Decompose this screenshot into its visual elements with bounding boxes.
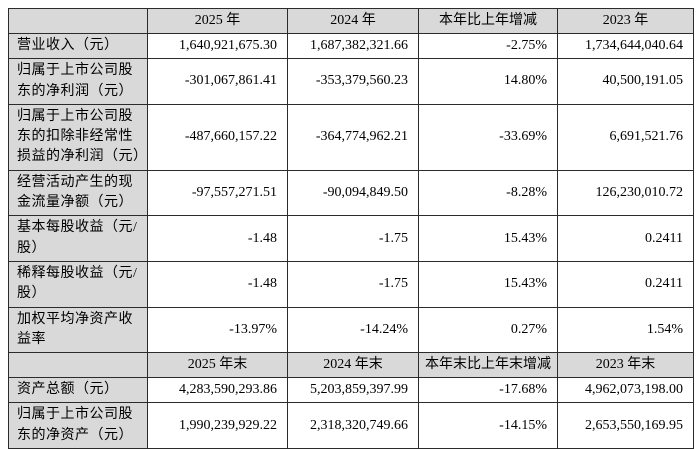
header-cell-blank — [8, 8, 148, 34]
value-2024: 1,687,382,321.66 — [287, 32, 419, 60]
financial-summary-table-container: 2025 年 2024 年 本年比上年增减 2023 年 营业收入（元） 1,6… — [8, 8, 694, 449]
value-2024: -1.75 — [287, 215, 419, 262]
row-label: 资产总额（元） — [8, 377, 148, 404]
value-change: -33.69% — [418, 103, 558, 171]
row-label: 加权平均净资产收益率 — [8, 306, 148, 354]
value-change: 15.43% — [418, 260, 558, 308]
value-2025: 4,283,590,293.86 — [147, 377, 288, 404]
value-2024: -90,094,849.50 — [287, 169, 419, 217]
value-2025: -13.97% — [147, 306, 288, 354]
period-end-header-row: 2025 年末 2024 年末 本年末比上年末增减 2023 年末 — [8, 352, 694, 379]
value-change: 14.80% — [418, 58, 558, 105]
table-row-revenue: 营业收入（元） 1,640,921,675.30 1,687,382,321.6… — [8, 32, 694, 60]
value-2025: -1.48 — [147, 260, 288, 308]
row-label: 经营活动产生的现金流量净额（元） — [8, 169, 148, 217]
value-2025: -1.48 — [147, 215, 288, 262]
header-cell-2024: 2024 年 — [287, 8, 419, 34]
header-cell-2025: 2025 年 — [147, 8, 288, 34]
header-cell-2023-end: 2023 年末 — [557, 352, 694, 379]
value-2023: 6,691,521.76 — [557, 103, 694, 171]
table-row-net-assets: 归属于上市公司股东的净资产（元） 1,990,239,929.22 2,318,… — [8, 402, 694, 449]
table-row-net-profit: 归属于上市公司股东的净利润（元） -301,067,861.41 -353,37… — [8, 58, 694, 105]
value-change: -14.15% — [418, 402, 558, 449]
value-2023: 0.2411 — [557, 215, 694, 262]
annual-header-row: 2025 年 2024 年 本年比上年增减 2023 年 — [8, 8, 694, 34]
value-2024: -14.24% — [287, 306, 419, 354]
table-row-operating-cash-flow: 经营活动产生的现金流量净额（元） -97,557,271.51 -90,094,… — [8, 169, 694, 217]
value-change: 15.43% — [418, 215, 558, 262]
value-2025: -487,660,157.22 — [147, 103, 288, 171]
value-2024: -1.75 — [287, 260, 419, 308]
value-2024: 2,318,320,749.66 — [287, 402, 419, 449]
value-2023: 40,500,191.05 — [557, 58, 694, 105]
value-2024: 5,203,859,397.99 — [287, 377, 419, 404]
value-2025: 1,640,921,675.30 — [147, 32, 288, 60]
value-2025: -97,557,271.51 — [147, 169, 288, 217]
row-label: 营业收入（元） — [8, 32, 148, 60]
header-cell-end-change: 本年末比上年末增减 — [418, 352, 558, 379]
row-label: 稀释每股收益（元/股） — [8, 260, 148, 308]
table-row-total-assets: 资产总额（元） 4,283,590,293.86 5,203,859,397.9… — [8, 377, 694, 404]
row-label: 归属于上市公司股东的扣除非经常性损益的净利润（元） — [8, 103, 148, 171]
value-2025: -301,067,861.41 — [147, 58, 288, 105]
header-cell-blank — [8, 352, 148, 379]
header-cell-2025-end: 2025 年末 — [147, 352, 288, 379]
value-change: -8.28% — [418, 169, 558, 217]
value-change: -17.68% — [418, 377, 558, 404]
row-label: 归属于上市公司股东的净利润（元） — [8, 58, 148, 105]
value-2023: 1,734,644,040.64 — [557, 32, 694, 60]
row-label: 归属于上市公司股东的净资产（元） — [8, 402, 148, 449]
value-2023: 126,230,010.72 — [557, 169, 694, 217]
value-2023: 0.2411 — [557, 260, 694, 308]
header-cell-yoy-change: 本年比上年增减 — [418, 8, 558, 34]
value-2023: 4,962,073,198.00 — [557, 377, 694, 404]
value-2024: -353,379,560.23 — [287, 58, 419, 105]
value-change: -2.75% — [418, 32, 558, 60]
header-cell-2023: 2023 年 — [557, 8, 694, 34]
table-row-net-profit-excl-nonrecurring: 归属于上市公司股东的扣除非经常性损益的净利润（元） -487,660,157.2… — [8, 103, 694, 171]
value-2023: 1.54% — [557, 306, 694, 354]
table-row-basic-eps: 基本每股收益（元/股） -1.48 -1.75 15.43% 0.2411 — [8, 215, 694, 262]
header-cell-2024-end: 2024 年末 — [287, 352, 419, 379]
financial-summary-table: 2025 年 2024 年 本年比上年增减 2023 年 营业收入（元） 1,6… — [8, 8, 694, 449]
value-2023: 2,653,550,169.95 — [557, 402, 694, 449]
table-row-diluted-eps: 稀释每股收益（元/股） -1.48 -1.75 15.43% 0.2411 — [8, 260, 694, 308]
value-2025: 1,990,239,929.22 — [147, 402, 288, 449]
value-change: 0.27% — [418, 306, 558, 354]
value-2024: -364,774,962.21 — [287, 103, 419, 171]
row-label: 基本每股收益（元/股） — [8, 215, 148, 262]
table-row-weighted-avg-roe: 加权平均净资产收益率 -13.97% -14.24% 0.27% 1.54% — [8, 306, 694, 354]
